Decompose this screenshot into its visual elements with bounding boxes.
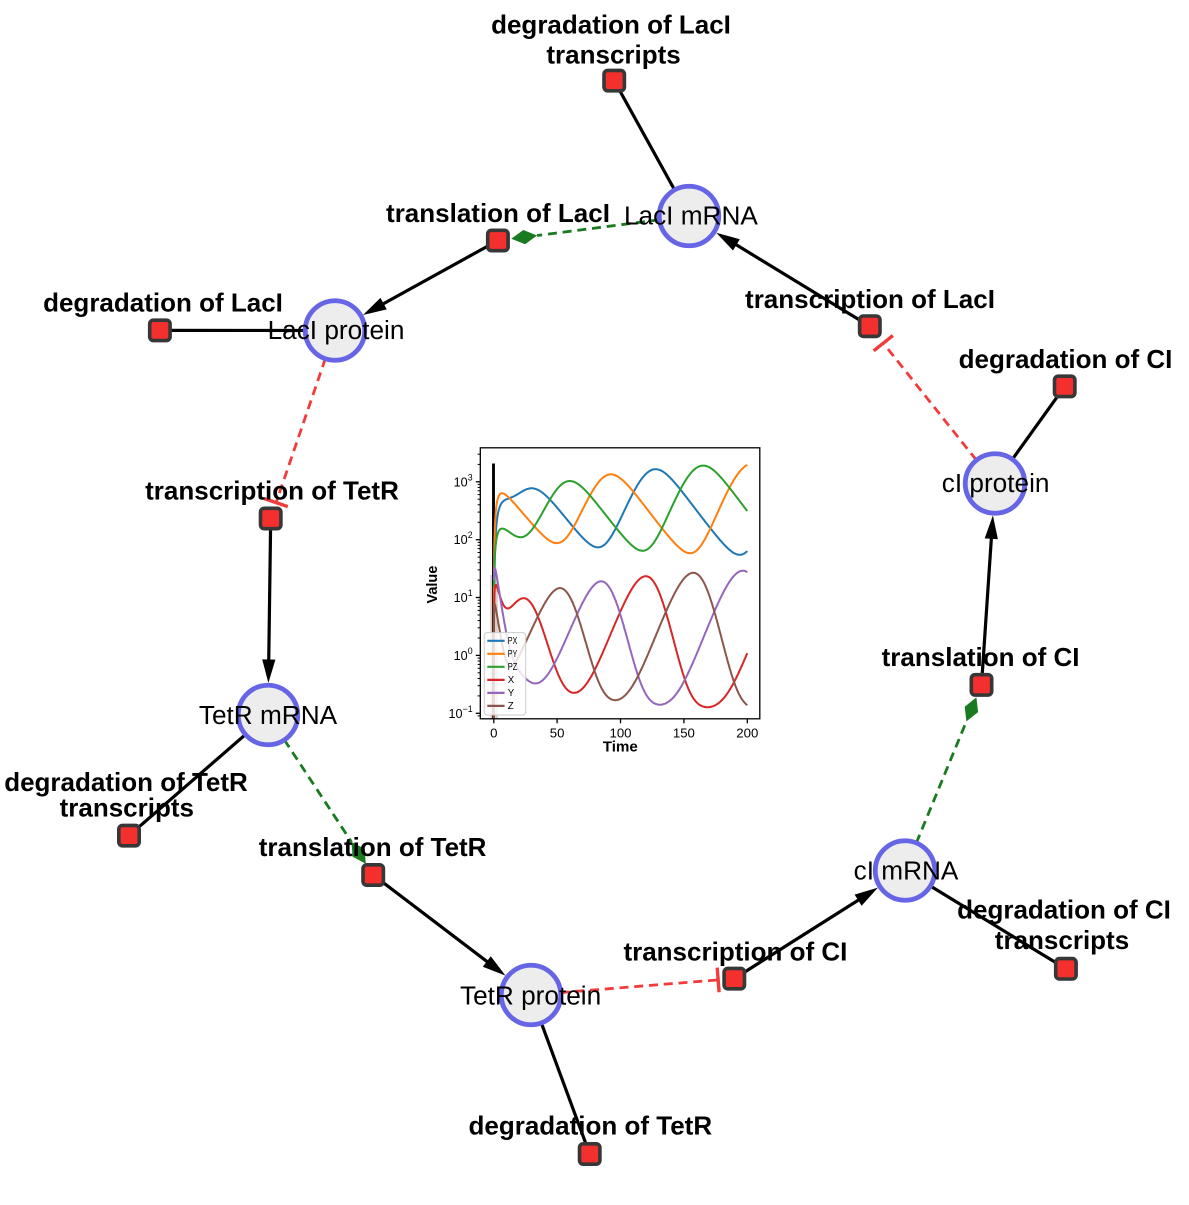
svg-text:Z: Z xyxy=(508,701,514,712)
svg-text:Y: Y xyxy=(508,688,515,699)
svg-text:X: X xyxy=(508,675,515,686)
svg-text:Time: Time xyxy=(603,739,638,756)
svg-text:150: 150 xyxy=(673,726,695,741)
svg-text:0: 0 xyxy=(490,726,497,741)
svg-text:transcripts: transcripts xyxy=(995,925,1129,955)
svg-text:transcripts: transcripts xyxy=(60,793,194,823)
svg-text:degradation of CI: degradation of CI xyxy=(959,344,1173,374)
svg-text:cI protein: cI protein xyxy=(942,468,1050,498)
svg-text:LacI mRNA: LacI mRNA xyxy=(624,201,758,231)
svg-text:translation of TetR: translation of TetR xyxy=(259,832,487,862)
svg-text:degradation of CI: degradation of CI xyxy=(957,895,1171,925)
svg-text:TetR protein: TetR protein xyxy=(460,981,601,1011)
svg-text:transcription of LacI: transcription of LacI xyxy=(745,284,995,314)
svg-text:LacI protein: LacI protein xyxy=(268,315,405,345)
svg-text:translation of LacI: translation of LacI xyxy=(386,198,610,228)
svg-text:200: 200 xyxy=(736,726,758,741)
svg-text:transcription of TetR: transcription of TetR xyxy=(145,476,399,506)
svg-text:degradation of TetR: degradation of TetR xyxy=(468,1111,712,1141)
svg-text:degradation of LacI: degradation of LacI xyxy=(43,288,283,318)
svg-text:Value: Value xyxy=(425,566,441,604)
svg-text:PZ: PZ xyxy=(508,662,518,673)
svg-text:PX: PX xyxy=(508,636,518,647)
svg-text:transcription of CI: transcription of CI xyxy=(623,937,847,967)
svg-text:50: 50 xyxy=(550,726,565,741)
svg-text:PY: PY xyxy=(508,649,518,660)
svg-text:translation of CI: translation of CI xyxy=(882,642,1080,672)
svg-text:transcripts: transcripts xyxy=(546,39,680,69)
svg-text:cI mRNA: cI mRNA xyxy=(854,856,959,886)
svg-text:degradation of LacI: degradation of LacI xyxy=(491,9,731,39)
svg-text:TetR mRNA: TetR mRNA xyxy=(199,700,338,730)
